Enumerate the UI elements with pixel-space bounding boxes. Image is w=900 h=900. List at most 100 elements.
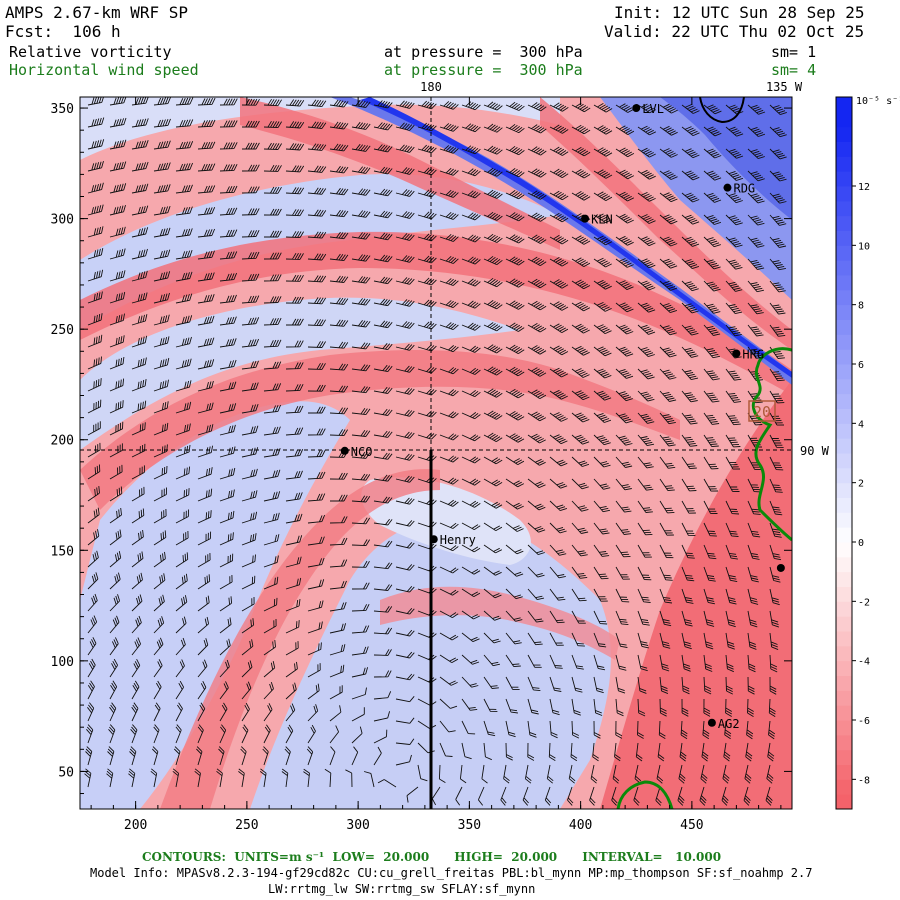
wind-barb [549, 323, 569, 333]
wind-barb [351, 298, 371, 306]
wind-barb [681, 302, 699, 314]
wind-barb [87, 204, 104, 216]
field1-smoothing: sm= 1 [771, 43, 817, 61]
wind-barb [461, 456, 481, 464]
wind-barb [109, 139, 127, 150]
wind-barb [500, 786, 507, 806]
wind-barb [461, 566, 481, 575]
wind-barb [351, 667, 369, 678]
wind-barb [153, 487, 167, 502]
wind-barb [747, 236, 765, 248]
wind-barb [483, 366, 503, 376]
wind-barb [593, 434, 611, 446]
wind-barb [373, 729, 388, 744]
wind-barb [175, 228, 193, 238]
wind-barb [219, 467, 236, 480]
wind-barb [615, 544, 631, 558]
wind-barb [329, 187, 349, 196]
wind-barb [197, 185, 216, 194]
wind-barb [615, 434, 633, 446]
wind-barb [461, 278, 481, 287]
wind-barb [395, 673, 415, 681]
wind-barb [285, 143, 305, 151]
wind-barb [406, 786, 419, 803]
wind-barb [527, 566, 545, 578]
wind-barb [483, 145, 503, 155]
wind-barb [593, 368, 612, 379]
wind-barb [461, 434, 481, 442]
wind-barb [592, 742, 599, 762]
wind-barb [175, 249, 193, 260]
wind-barb [263, 383, 282, 392]
wind-barb [747, 500, 761, 515]
wind-barb [329, 341, 349, 349]
wind-barb [241, 360, 259, 370]
wind-barb [568, 764, 576, 784]
colorbar-tick-label: -2 [858, 597, 870, 608]
wind-barb [461, 190, 481, 199]
wind-barb [241, 447, 259, 458]
wind-barb [483, 388, 503, 398]
wind-barb [700, 764, 708, 784]
wind-barb [769, 610, 780, 628]
wind-barb [150, 768, 158, 788]
wind-barb [615, 258, 634, 268]
wind-barb [109, 313, 125, 326]
wind-barb [324, 768, 332, 788]
wind-barb [615, 302, 634, 313]
wind-barb [175, 573, 188, 590]
colorbar-swatch [836, 215, 852, 231]
wind-barb [483, 698, 498, 713]
wind-barb [175, 423, 191, 436]
stations: LVL RDG KLN HRG NCO Henry AG2 [340, 102, 785, 731]
wind-barb [725, 170, 744, 181]
wind-barb [571, 654, 584, 670]
wind-barb [263, 640, 276, 656]
wind-barb [593, 213, 613, 224]
wind-barb [439, 742, 453, 757]
wind-barb [351, 517, 371, 525]
wind-barb [153, 292, 170, 304]
y-tick-label: 350 [51, 102, 74, 117]
wind-barb [241, 490, 258, 502]
wind-barb [285, 620, 300, 634]
wind-barb [87, 658, 96, 678]
wind-barb [483, 344, 503, 354]
wind-barb [725, 368, 742, 381]
wind-barb [461, 234, 481, 243]
wind-barb [505, 366, 525, 377]
wind-barb [109, 637, 119, 656]
wind-barb [153, 140, 171, 150]
wind-barb [677, 786, 685, 806]
colorbar-swatch [836, 408, 852, 424]
wind-barb [263, 724, 271, 744]
wind-barb [197, 531, 212, 546]
wind-barb [615, 610, 629, 626]
wind-barb [505, 588, 523, 600]
wind-barb [725, 610, 736, 628]
wind-barb [637, 522, 653, 536]
colorbar-swatch [836, 601, 852, 617]
colorbar-swatch [836, 794, 852, 810]
wind-barb [351, 726, 363, 744]
wind-barb [593, 346, 612, 357]
wind-barb [725, 632, 735, 650]
colorbar-swatch [836, 467, 852, 484]
wind-barb [769, 280, 786, 293]
wind-barb [285, 274, 304, 282]
wind-barb [657, 742, 665, 762]
wind-barb [527, 146, 547, 156]
wind-barb [285, 405, 304, 414]
wind-barb [769, 302, 786, 315]
wind-barb [373, 540, 393, 548]
wind-barb [197, 315, 215, 326]
wind-barb [549, 367, 569, 378]
wind-barb [461, 478, 481, 486]
wind-barb [549, 500, 568, 512]
wind-barb [87, 442, 101, 458]
wind-barb [483, 500, 503, 509]
colorbar-tick-label: -6 [858, 716, 870, 727]
wind-barb [241, 382, 259, 392]
wind-barb [417, 211, 437, 220]
wind-barb [615, 588, 630, 603]
